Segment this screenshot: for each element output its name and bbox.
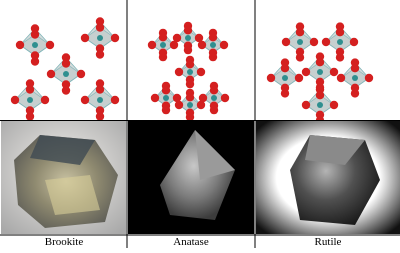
oxygen-atom: [47, 70, 55, 78]
label: Brookite: [45, 236, 84, 248]
titanium-atom: [317, 69, 323, 75]
photo-rutile: [256, 121, 400, 234]
titanium-atom: [163, 95, 169, 101]
titanium-atom: [211, 95, 217, 101]
oxygen-atom: [197, 68, 205, 76]
oxygen-atom: [96, 106, 104, 114]
oxygen-atom: [302, 68, 310, 76]
oxygen-atom: [31, 51, 39, 59]
oxygen-atom: [26, 106, 34, 114]
oxygen-atom: [330, 68, 338, 76]
oxygen-atom: [267, 74, 275, 82]
oxygen-atom: [210, 102, 218, 110]
oxygen-atom: [296, 28, 304, 36]
oxygen-atom: [220, 41, 228, 49]
titanium-atom: [337, 39, 343, 45]
titanium-atom: [352, 75, 358, 81]
titanium-atom: [160, 42, 166, 48]
oxygen-atom: [316, 91, 324, 99]
oxygen-atom: [282, 38, 290, 46]
oxygen-atom: [295, 74, 303, 82]
label: Anatase: [173, 236, 209, 248]
oxygen-atom: [159, 33, 167, 41]
titanium-atom: [210, 42, 216, 48]
oxygen-atom: [322, 38, 330, 46]
oxygen-atom: [199, 94, 207, 102]
titanium-atom: [187, 102, 193, 108]
structures: [11, 17, 373, 124]
oxygen-atom: [281, 84, 289, 92]
oxygen-atom: [316, 111, 324, 119]
oxygen-atom: [316, 78, 324, 86]
oxygen-atom: [302, 101, 310, 109]
oxygen-atom: [96, 85, 104, 93]
oxygen-atom: [221, 94, 229, 102]
oxygen-atom: [81, 96, 89, 104]
oxygen-atom: [184, 42, 192, 50]
oxygen-atom: [96, 44, 104, 52]
oxygen-atom: [351, 64, 359, 72]
oxygen-atom: [336, 28, 344, 36]
oxygen-atom: [62, 59, 70, 67]
titanium-atom: [63, 71, 69, 77]
page: Brookite Anatase Rutile (() => { const d…: [0, 0, 400, 248]
photo-anatase: [128, 121, 254, 234]
titanium-atom: [97, 97, 103, 103]
oxygen-atom: [316, 58, 324, 66]
oxygen-atom: [210, 86, 218, 94]
oxygen-atom: [11, 96, 19, 104]
oxygen-atom: [175, 101, 183, 109]
oxygen-atom: [162, 102, 170, 110]
photo-brookite: [1, 121, 126, 234]
oxygen-atom: [46, 41, 54, 49]
oxygen-atom: [96, 23, 104, 31]
oxygen-atom: [198, 41, 206, 49]
oxygen-atom: [175, 68, 183, 76]
titanium-atom: [282, 75, 288, 81]
oxygen-atom: [209, 33, 217, 41]
oxygen-atom: [296, 48, 304, 56]
oxygen-atom: [81, 34, 89, 42]
oxygen-atom: [62, 80, 70, 88]
titanium-atom: [32, 42, 38, 48]
oxygen-atom: [111, 96, 119, 104]
figure: Brookite Anatase Rutile: [0, 0, 400, 248]
oxygen-atom: [151, 94, 159, 102]
oxygen-atom: [159, 49, 167, 57]
oxygen-atom: [186, 60, 194, 68]
titanium-atom: [97, 35, 103, 41]
oxygen-atom: [186, 109, 194, 117]
oxygen-atom: [162, 86, 170, 94]
titanium-atom: [297, 39, 303, 45]
oxygen-atom: [184, 26, 192, 34]
oxygen-atom: [209, 49, 217, 57]
oxygen-atom: [77, 70, 85, 78]
oxygen-atom: [330, 101, 338, 109]
oxygen-atom: [16, 41, 24, 49]
oxygen-atom: [186, 76, 194, 84]
oxygen-atom: [337, 74, 345, 82]
oxygen-atom: [310, 38, 318, 46]
oxygen-atom: [351, 84, 359, 92]
oxygen-atom: [148, 41, 156, 49]
titanium-atom: [27, 97, 33, 103]
oxygen-atom: [186, 93, 194, 101]
oxygen-atom: [31, 30, 39, 38]
oxygen-atom: [365, 74, 373, 82]
oxygen-atom: [350, 38, 358, 46]
titanium-atom: [185, 35, 191, 41]
titanium-atom: [317, 102, 323, 108]
oxygen-atom: [336, 48, 344, 56]
oxygen-atom: [111, 34, 119, 42]
label: Rutile: [315, 236, 342, 248]
oxygen-atom: [173, 34, 181, 42]
oxygen-atom: [41, 96, 49, 104]
oxygen-atom: [26, 85, 34, 93]
oxygen-atom: [281, 64, 289, 72]
titanium-atom: [187, 69, 193, 75]
